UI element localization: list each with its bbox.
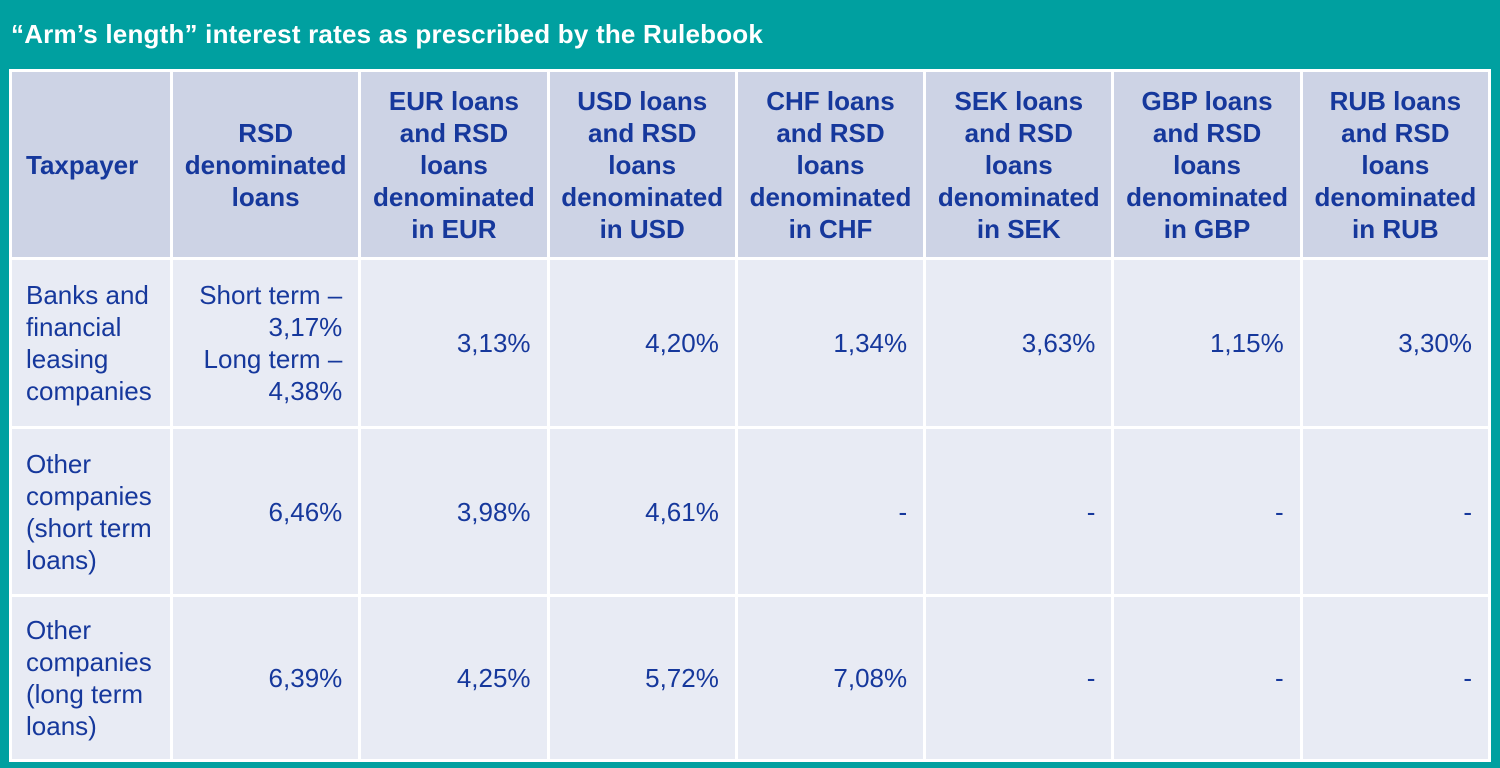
cell-eur-row-1: 3,98%: [361, 429, 547, 594]
cell-eur-row-2: 4,25%: [361, 597, 547, 759]
column-header-rub: RUB loans and RSD loans denominated in R…: [1302, 72, 1488, 257]
cell-rub-row-1: -: [1302, 429, 1488, 594]
cell-sek-row-2: -: [926, 597, 1112, 759]
cell-sek-row-1: -: [926, 429, 1112, 594]
cell-rsd-row-2: 6,39%: [173, 597, 359, 759]
row-label-0: Banks and financial leasing companies: [12, 260, 170, 426]
cell-gbp-row-1: -: [1114, 429, 1300, 594]
title-bar: “Arm’s length” interest rates as prescri…: [0, 0, 1500, 69]
cell-gbp-row-2: -: [1114, 597, 1300, 759]
cell-gbp-row-0: 1,15%: [1114, 260, 1300, 426]
cell-usd-row-2: 5,72%: [549, 597, 735, 759]
cell-usd-row-0: 4,20%: [549, 260, 735, 426]
row-label-2: Other companies (long term loans): [12, 597, 170, 759]
cell-rub-row-0: 3,30%: [1302, 260, 1488, 426]
column-header-usd: USD loans and RSD loans denominated in U…: [549, 72, 735, 257]
column-header-rsd: RSD denominated loans: [173, 72, 359, 257]
cell-rsd-row-0: Short term – 3,17% Long term – 4,38%: [173, 260, 359, 426]
cell-usd-row-1: 4,61%: [549, 429, 735, 594]
cell-sek-row-0: 3,63%: [926, 260, 1112, 426]
cell-rsd-row-1: 6,46%: [173, 429, 359, 594]
cell-eur-row-0: 3,13%: [361, 260, 547, 426]
column-header-eur: EUR loans and RSD loans denominated in E…: [361, 72, 547, 257]
row-label-1: Other companies (short term loans): [12, 429, 170, 594]
cell-chf-row-0: 1,34%: [737, 260, 924, 426]
cell-rub-row-2: -: [1302, 597, 1488, 759]
interest-rates-table: Taxpayer RSD denominated loans EUR loans a…: [9, 69, 1491, 762]
column-header-gbp: GBP loans and RSD loans denominated in G…: [1114, 72, 1300, 257]
column-header-chf: CHF loans and RSD loans denominated in C…: [737, 72, 924, 257]
page-title: “Arm’s length” interest rates as prescri…: [11, 19, 764, 49]
column-header-taxpayer: Taxpayer: [12, 72, 170, 257]
cell-chf-row-2: 7,08%: [737, 597, 924, 759]
column-header-sek: SEK loans and RSD loans denominated in S…: [926, 72, 1112, 257]
cell-chf-row-1: -: [737, 429, 924, 594]
